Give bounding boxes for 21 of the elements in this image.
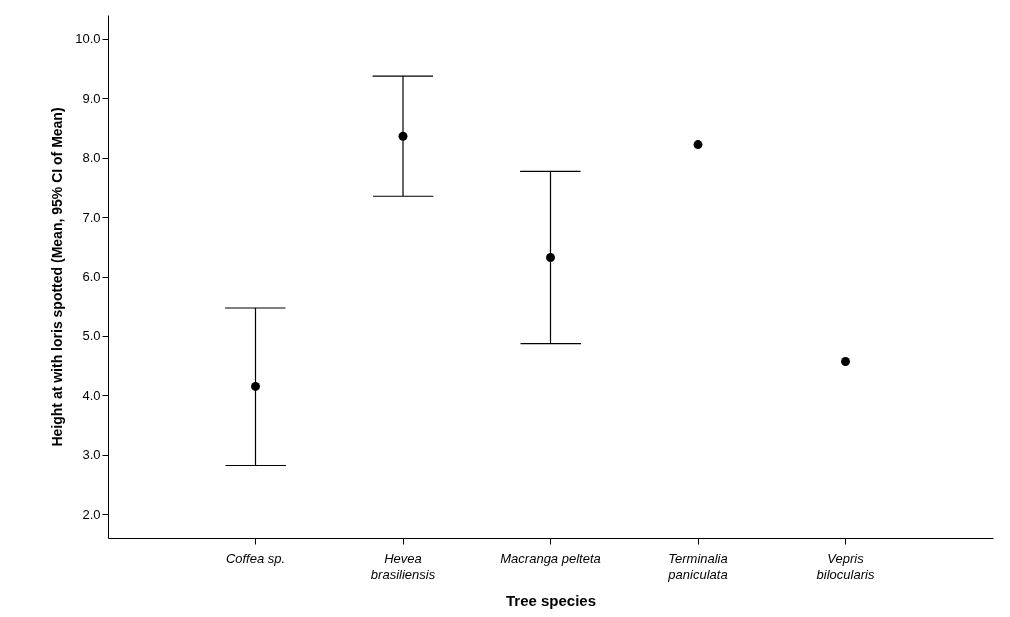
- y-tick-label: 6.0: [82, 269, 101, 284]
- point: [251, 381, 260, 391]
- y-tick-label: 4.0: [82, 387, 101, 403]
- y-tick-label: 3.0: [82, 447, 101, 463]
- x-tick-label: Coffea sp.: [225, 550, 286, 566]
- x-axis-title: Tree species: [505, 591, 597, 609]
- y-tick-label: 9.0: [82, 90, 101, 106]
- x-tick-label: Terminalia paniculata: [667, 550, 728, 582]
- y-tick-label: 2.0: [82, 506, 101, 522]
- x-tick-label: Macranga pelteta: [500, 550, 601, 566]
- point: [398, 131, 408, 141]
- y-tick-label: 10.0: [75, 31, 101, 47]
- point: [841, 357, 850, 366]
- point: [546, 253, 555, 262]
- y-tick-label: 8.0: [82, 150, 101, 166]
- y-axis-title: Height at with loris spotted (Mean, 95% CI of Mean): [49, 107, 66, 447]
- x-tick-label: Hevea brasiliensis: [370, 550, 436, 582]
- x-tick-label: Vepris bilocularis: [816, 550, 875, 582]
- y-tick-label: 5.0: [82, 328, 101, 344]
- y-tick-label: 7.0: [82, 209, 101, 225]
- point: [693, 140, 703, 150]
